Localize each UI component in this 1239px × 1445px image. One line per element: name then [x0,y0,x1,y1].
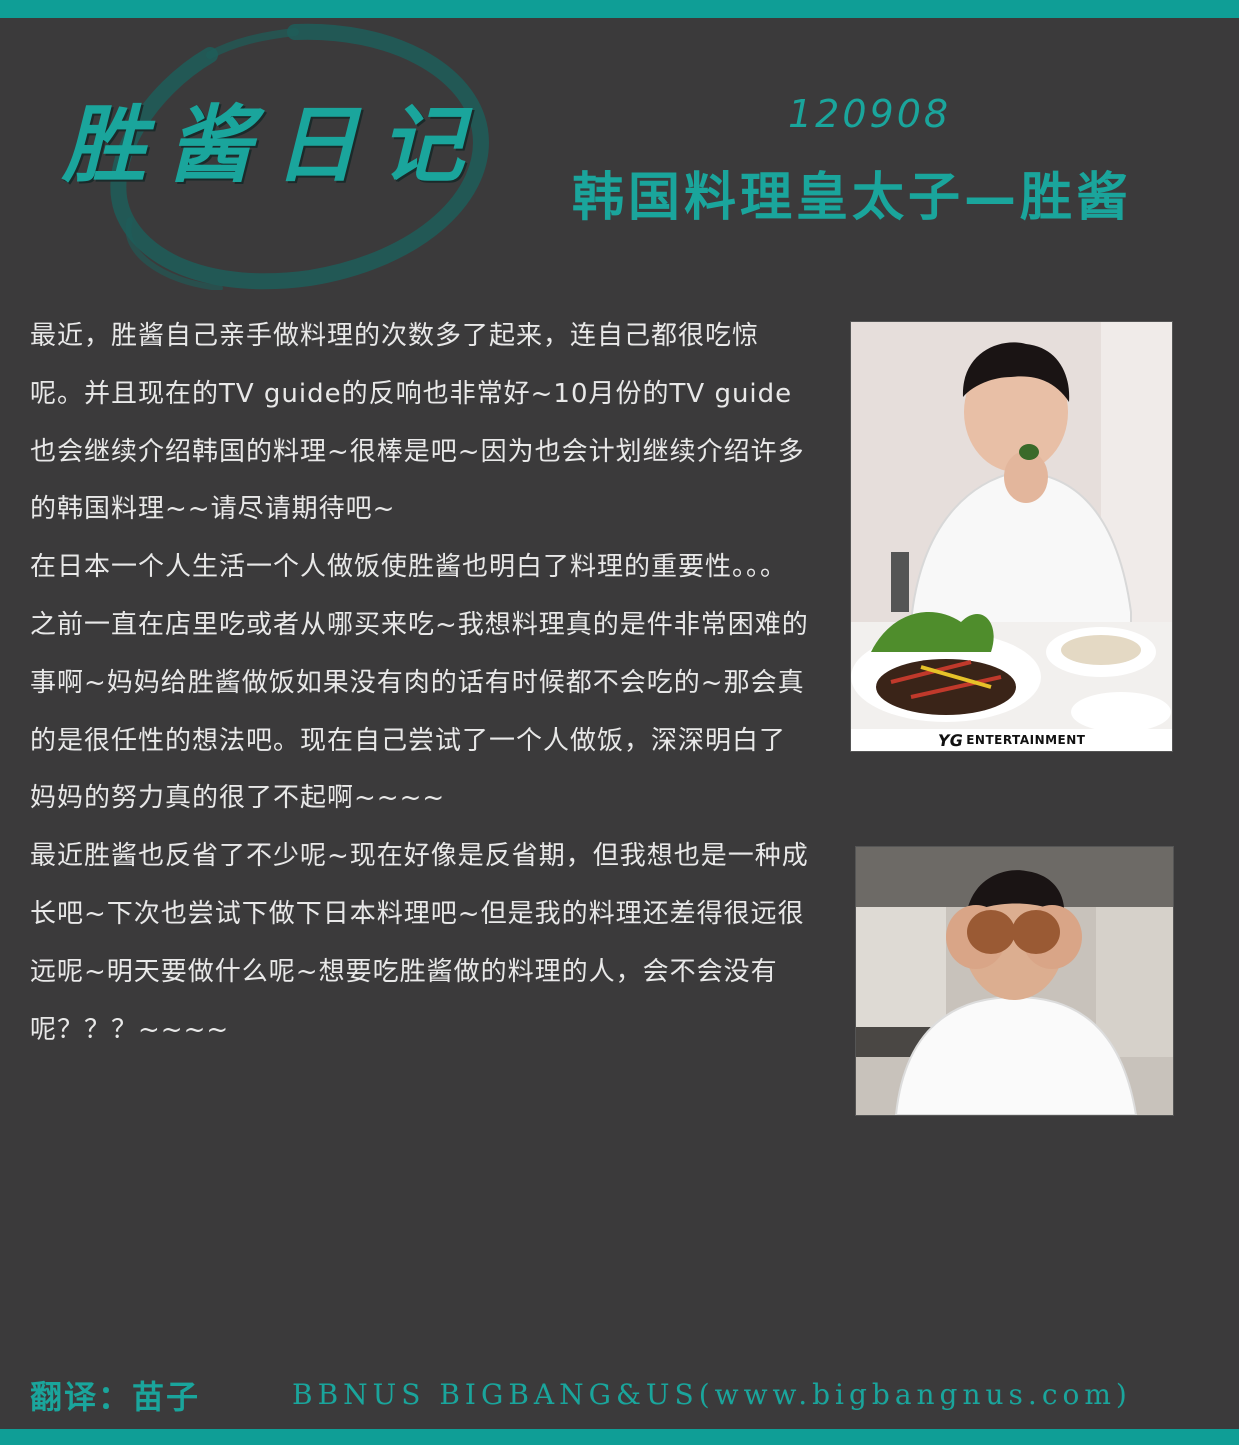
diary-logo-title: 胜酱日记 [62,95,487,194]
photo-eating-food: YG ENTERTAINMENT [851,322,1172,751]
brand-strip: YG ENTERTAINMENT [851,729,1172,751]
photo-kitchen-food-eyes [856,847,1173,1115]
ink-circle-logo [110,23,489,290]
man-kitchen-illustration [856,847,1173,1115]
article-body: 最近，胜酱自己亲手做料理的次数多了起来，连自己都很吃惊呢。并且现在的TV gui… [30,308,810,1059]
entry-date: 120908 [788,92,952,136]
article-paragraph-1: 最近，胜酱自己亲手做料理的次数多了起来，连自己都很吃惊呢。并且现在的TV gui… [30,321,805,525]
top-accent-bar [0,0,1239,18]
translator-credit: 翻译：苗子 [30,1378,201,1416]
brand-text: ENTERTAINMENT [966,733,1086,747]
article-paragraph-2: 在日本一个人生活一个人做饭使胜酱也明白了料理的重要性。。。之前一直在店里吃或者从… [30,552,809,814]
site-credit: BBNUS BIGBANG&US(www.bigbangnus.com) [292,1378,1132,1411]
yg-logo: YG [935,730,964,750]
article-paragraph-3: 最近胜酱也反省了不少呢~现在好像是反省期，但我想也是一种成长吧~下次也尝试下做下… [30,841,809,1045]
bottom-accent-bar [0,1429,1239,1445]
man-eating-illustration [851,322,1172,729]
entry-subtitle: 韩国料理皇太子—胜酱 [572,168,1133,228]
